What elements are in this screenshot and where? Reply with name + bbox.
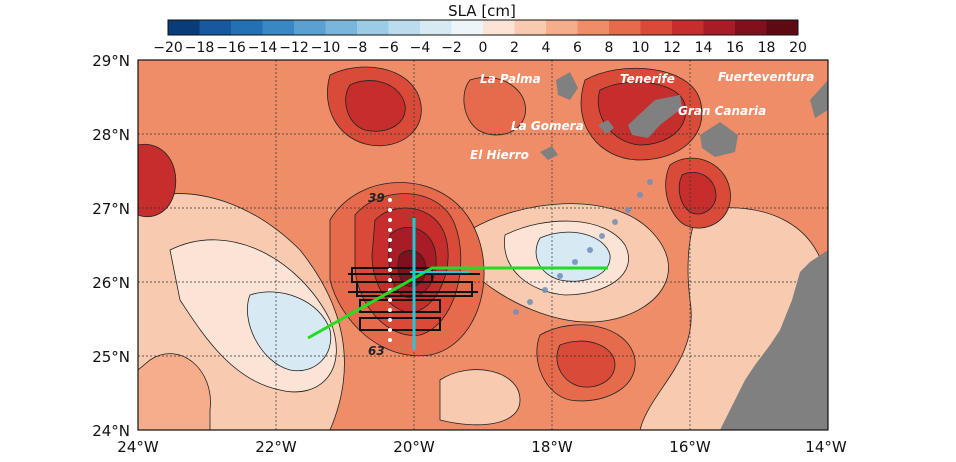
colorbar-swatch	[766, 20, 799, 35]
colorbar-swatch	[420, 20, 452, 35]
colorbar-tick: −4	[410, 40, 431, 56]
island-label-el-hierro: El Hierro	[470, 148, 529, 162]
gran-canaria-land	[700, 122, 738, 157]
latitude-ticks: 29°N 28°N 27°N 26°N 25°N 24°N	[92, 52, 130, 440]
colorbar-swatch	[451, 20, 484, 35]
lon-tick: 20°W	[393, 438, 435, 456]
colorbar-tick: −18	[185, 40, 215, 56]
colorbar-tick: 12	[663, 40, 681, 56]
colorbar-swatch	[168, 20, 200, 35]
lat-tick: 26°N	[92, 274, 130, 292]
colorbar-swatch	[514, 20, 547, 35]
colorbar-tick: 20	[789, 40, 807, 56]
colorbar-swatch	[262, 20, 295, 35]
colorbar-tick: 6	[573, 40, 582, 56]
island-label-la-gomera: La Gomera	[511, 119, 584, 133]
colorbar-tick: 10	[632, 40, 650, 56]
colorbar-tick: 4	[542, 40, 551, 56]
lat-tick: 24°N	[92, 422, 130, 440]
altimetry-track-dots	[513, 179, 653, 315]
longitude-ticks: 24°W 22°W 20°W 18°W 16°W 14°W	[117, 438, 847, 456]
colorbar-tick: 14	[695, 40, 713, 56]
colorbar-swatch	[388, 20, 421, 35]
lon-tick: 24°W	[117, 438, 159, 456]
colorbar-swatch	[640, 20, 673, 35]
colorbar-tick: 0	[479, 40, 488, 56]
section-end-label: 63	[368, 344, 385, 358]
tenerife-land	[628, 95, 682, 138]
la-gomera-land	[598, 120, 614, 134]
lon-tick: 14°W	[805, 438, 847, 456]
lon-tick: 22°W	[255, 438, 297, 456]
colorbar-tick: −12	[279, 40, 309, 56]
lon-tick: 18°W	[531, 438, 573, 456]
green-track	[307, 266, 608, 340]
colorbar-tick: −10	[311, 40, 341, 56]
africa-coast-land	[720, 250, 828, 430]
lat-tick: 25°N	[92, 348, 130, 366]
colorbar-swatch	[357, 20, 389, 35]
island-label-fuerteventura: Fuerteventura	[718, 70, 814, 84]
colorbar-tick: −2	[441, 40, 462, 56]
colorbar-swatch	[483, 20, 515, 35]
colorbar-tick: −6	[378, 40, 399, 56]
colorbar-swatch	[735, 20, 767, 35]
lat-tick: 28°N	[92, 126, 130, 144]
colorbar-swatch	[546, 20, 578, 35]
lat-tick: 27°N	[92, 200, 130, 218]
el-hierro-land	[540, 146, 558, 160]
colorbar-tick: 8	[605, 40, 614, 56]
island-label-gran-canaria: Gran Canaria	[678, 104, 766, 118]
island-label-tenerife: Tenerife	[620, 72, 675, 86]
colorbar-swatch	[199, 20, 232, 35]
ctd-station-dots	[388, 198, 392, 342]
sla-contour-map	[138, 60, 828, 430]
colorbar	[167, 19, 799, 36]
colorbar-tick: −14	[248, 40, 278, 56]
colorbar-swatch	[325, 20, 358, 35]
lon-tick: 16°W	[669, 438, 711, 456]
section-start-label: 39	[368, 191, 385, 205]
colorbar-tick: −16	[216, 40, 246, 56]
colorbar-tick-labels: −20 −18 −16 −14 −12 −10 −8 −6 −4 −2 0 2 4 6 8 10 12 14 16 1…	[153, 40, 807, 56]
colorbar-swatch	[231, 20, 263, 35]
fuerteventura-land	[810, 80, 828, 118]
map-frame	[137, 59, 829, 431]
colorbar-frame	[167, 19, 799, 36]
colorbar-swatch	[703, 20, 736, 35]
lat-tick: 29°N	[92, 52, 130, 70]
colorbar-tick: −20	[153, 40, 183, 56]
colorbar-tick: −8	[347, 40, 368, 56]
colorbar-swatch	[672, 20, 704, 35]
la-palma-land	[556, 72, 578, 100]
colorbar-swatch	[609, 20, 641, 35]
colorbar-tick: 16	[726, 40, 744, 56]
colorbar-title: SLA [cm]	[448, 2, 516, 20]
colorbar-swatch	[294, 20, 326, 35]
colorbar-swatch	[577, 20, 610, 35]
colorbar-tick: 18	[758, 40, 776, 56]
colorbar-tick: 2	[510, 40, 519, 56]
island-label-la-palma: La Palma	[480, 72, 541, 86]
